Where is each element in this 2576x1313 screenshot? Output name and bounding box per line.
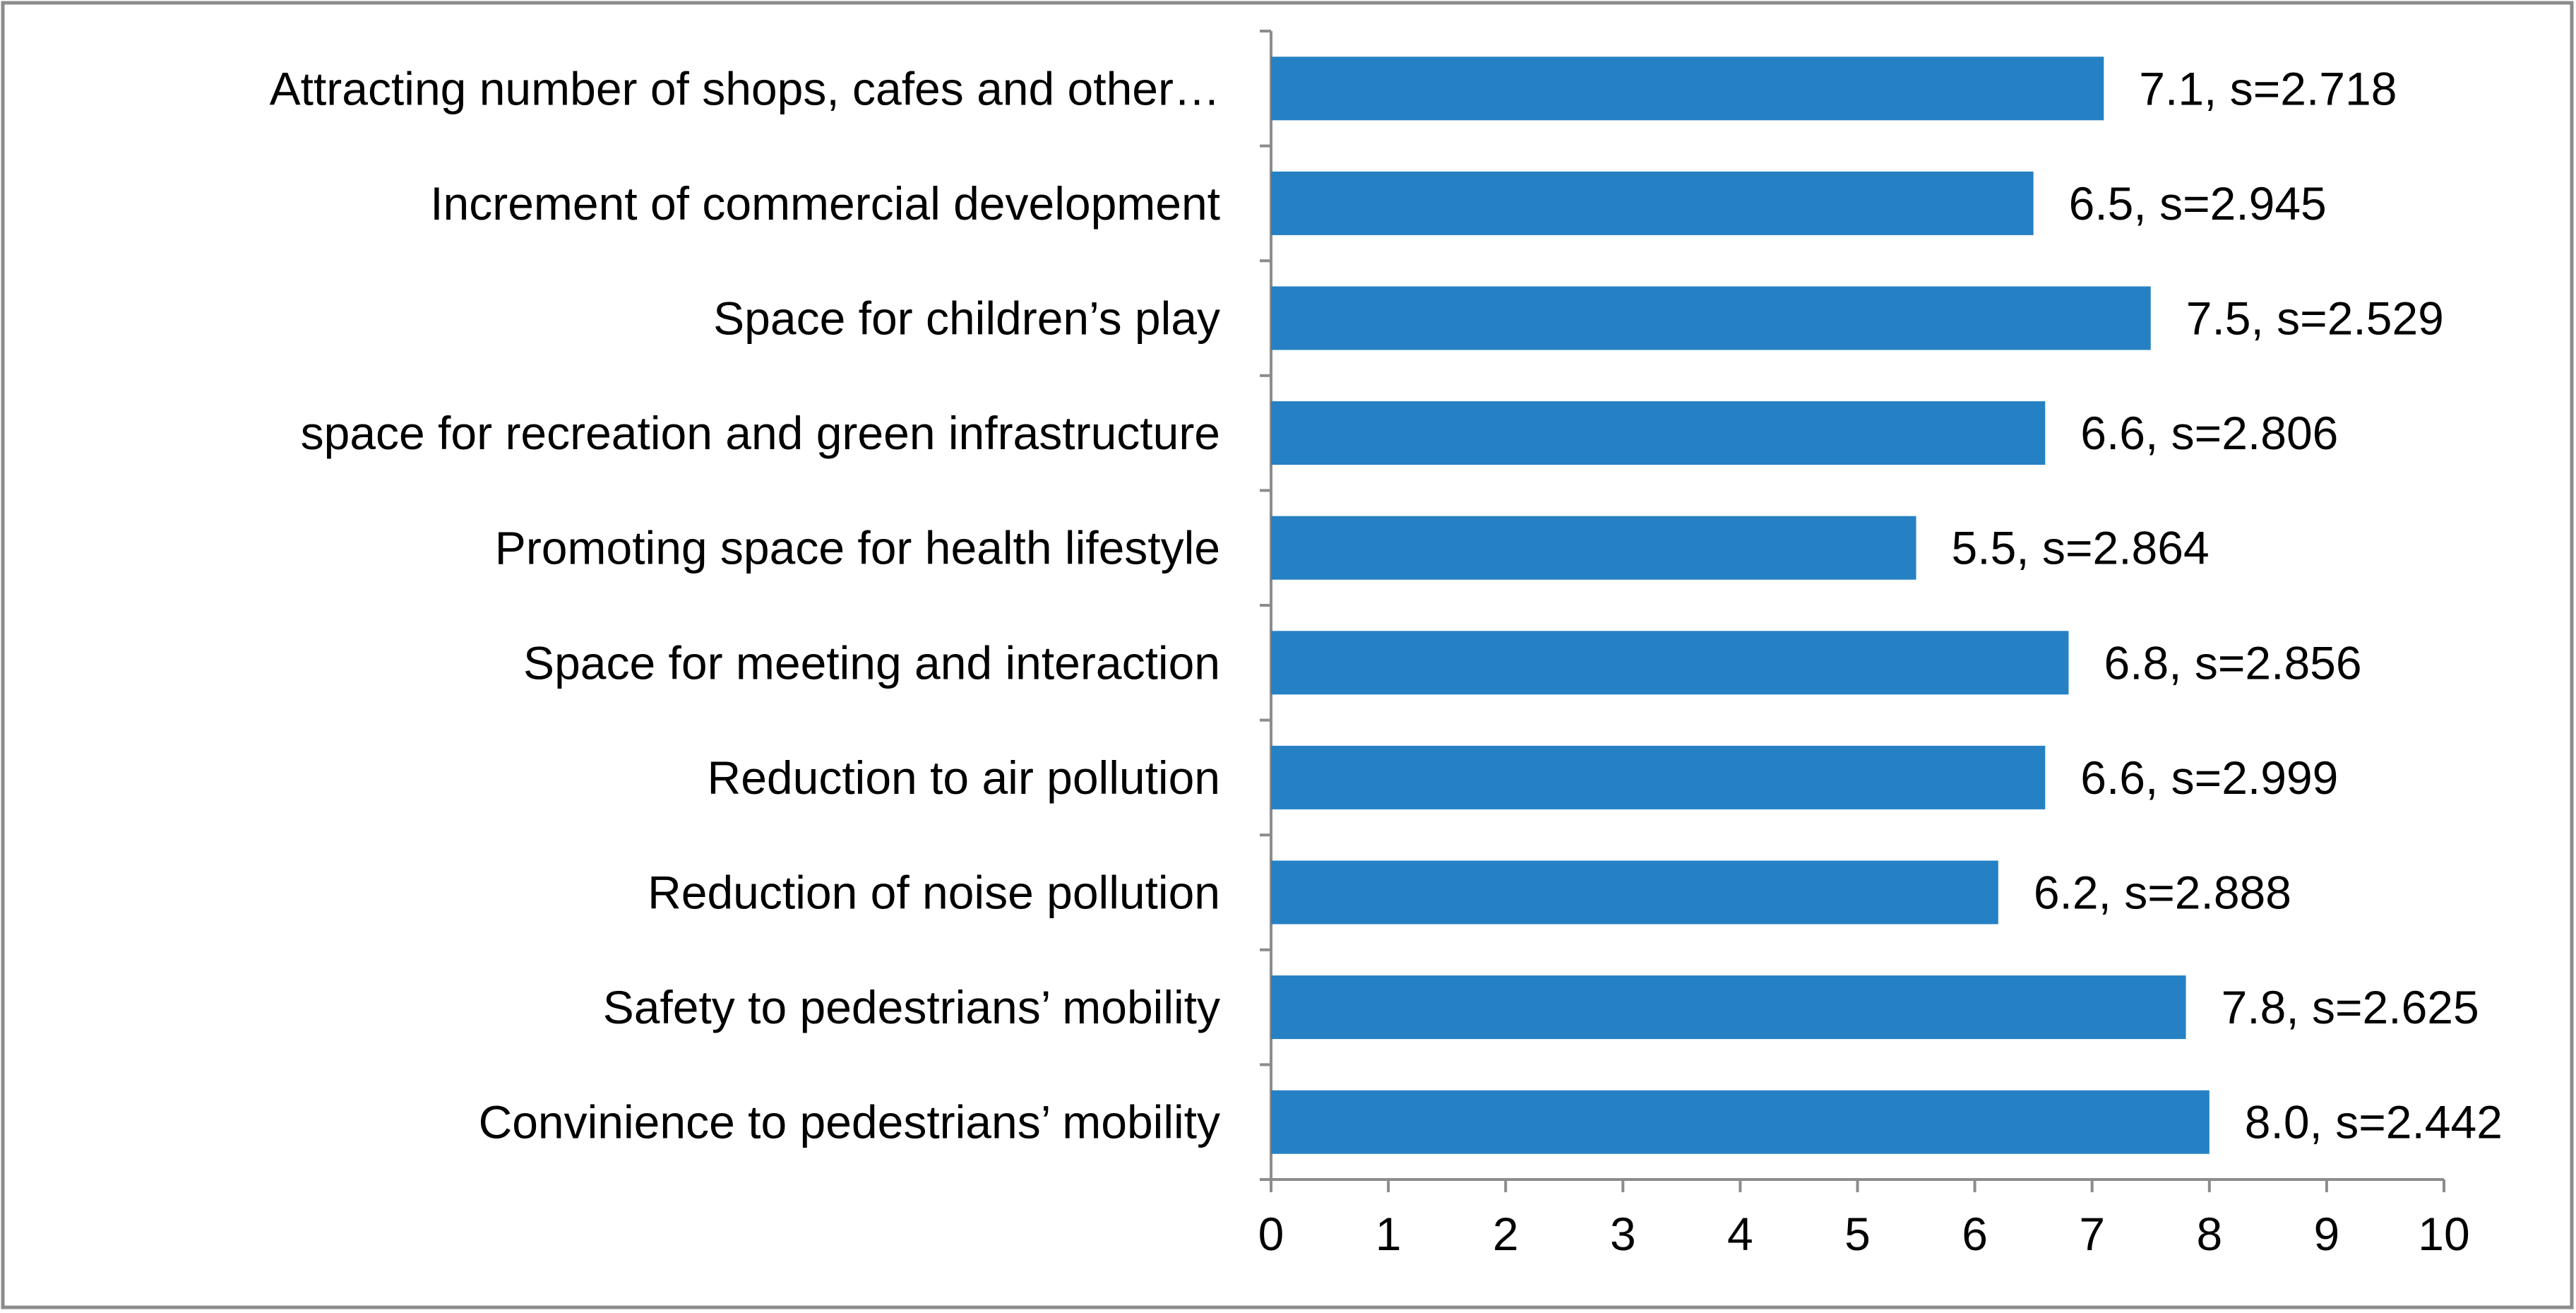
x-tick-label: 6 <box>1962 1208 1988 1260</box>
category-label: space for recreation and green infrastru… <box>301 407 1220 459</box>
x-tick-label: 2 <box>1493 1208 1519 1260</box>
x-tick-label: 1 <box>1376 1208 1402 1260</box>
x-tick-label: 4 <box>1727 1208 1753 1260</box>
category-label: Promoting space for health lifestyle <box>495 522 1220 574</box>
bar <box>1271 401 2046 465</box>
x-tick-label: 10 <box>2418 1208 2469 1260</box>
category-label: Convinience to pedestrians’ mobility <box>479 1096 1220 1148</box>
category-label: Reduction to air pollution <box>708 751 1220 804</box>
bar <box>1271 57 2104 121</box>
bar <box>1271 516 1916 580</box>
data-label: 7.1, s=2.718 <box>2139 62 2397 114</box>
bar <box>1271 286 2151 350</box>
data-labels: 7.1, s=2.718 6.5, s=2.945 7.5, s=2.529 6.6,… <box>1952 62 2503 1148</box>
x-tick-label: 7 <box>2079 1208 2105 1260</box>
data-label: 8.0, s=2.442 <box>2245 1096 2503 1148</box>
category-label: Space for children’s play <box>713 292 1220 345</box>
data-label: 6.6, s=2.999 <box>2080 751 2338 804</box>
x-axis <box>1270 1178 2445 1192</box>
bar <box>1271 745 2046 809</box>
data-label: 6.6, s=2.806 <box>2080 407 2338 459</box>
data-label: 7.5, s=2.529 <box>2186 292 2444 345</box>
category-label: Attracting number of shops, cafes and ot… <box>270 62 1220 114</box>
bar <box>1271 1090 2210 1154</box>
bar <box>1271 631 2069 695</box>
category-label: Safety to pedestrians’ mobility <box>603 981 1220 1033</box>
category-label: Space for meeting and interaction <box>523 636 1220 689</box>
x-tick-labels: 0 1 2 3 4 5 6 7 8 9 10 <box>1258 1208 2470 1260</box>
data-label: 6.8, s=2.856 <box>2104 636 2361 689</box>
bar <box>1271 171 2034 235</box>
bars <box>1271 57 2210 1154</box>
category-label: Increment of commercial development <box>430 177 1220 230</box>
bar <box>1271 975 2186 1040</box>
bar <box>1271 860 1998 925</box>
data-label: 6.2, s=2.888 <box>2034 867 2291 919</box>
data-label: 6.5, s=2.945 <box>2069 177 2327 230</box>
x-tick-label: 3 <box>1610 1208 1636 1260</box>
x-tick-label: 9 <box>2314 1208 2340 1260</box>
x-tick-label: 0 <box>1258 1208 1284 1260</box>
data-label: 5.5, s=2.864 <box>1952 522 2210 574</box>
category-label: Reduction of noise pollution <box>648 867 1220 919</box>
x-tick-label: 8 <box>2196 1208 2222 1260</box>
category-labels: Attracting number of shops, cafes and ot… <box>270 62 1220 1148</box>
data-label: 7.8, s=2.625 <box>2222 981 2479 1033</box>
x-tick-label: 5 <box>1844 1208 1871 1260</box>
